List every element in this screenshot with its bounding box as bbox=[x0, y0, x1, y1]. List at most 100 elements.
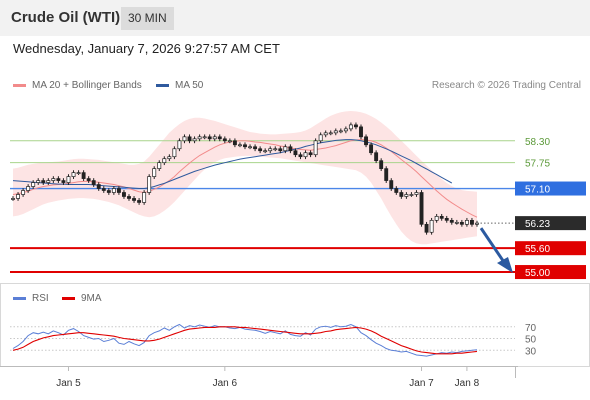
projection-arrowhead bbox=[497, 257, 513, 273]
level-tag-3: 55.60 bbox=[515, 241, 586, 256]
candle-body bbox=[157, 162, 162, 169]
ma20-swatch bbox=[13, 84, 26, 87]
rsi-line bbox=[12, 323, 478, 357]
candle-body bbox=[424, 223, 429, 233]
candle-body bbox=[258, 148, 263, 152]
candle-46 bbox=[243, 142, 247, 150]
candle-body bbox=[101, 188, 106, 191]
candle-body bbox=[278, 148, 283, 152]
candle-body bbox=[26, 186, 31, 191]
candle-3 bbox=[26, 184, 31, 193]
candle-15 bbox=[86, 176, 91, 183]
candle-18 bbox=[101, 186, 106, 193]
candle-16 bbox=[91, 178, 96, 187]
candle-body bbox=[11, 198, 15, 200]
candle-body bbox=[419, 192, 424, 225]
candle-87 bbox=[449, 217, 454, 225]
candle-body bbox=[454, 221, 459, 224]
candle-39 bbox=[207, 134, 212, 142]
candle-body bbox=[96, 184, 101, 189]
candle-74 bbox=[384, 166, 389, 183]
candle-50 bbox=[263, 148, 268, 154]
candle-89 bbox=[459, 219, 464, 227]
candle-body bbox=[303, 152, 308, 158]
candle-body bbox=[127, 196, 131, 199]
ma50-swatch bbox=[156, 84, 169, 87]
candle-body bbox=[338, 130, 343, 133]
candle-body bbox=[207, 136, 212, 140]
candle-41 bbox=[217, 134, 222, 142]
candle-49 bbox=[258, 146, 263, 154]
candle-body bbox=[217, 136, 222, 140]
candle-body bbox=[142, 192, 147, 203]
candle-body bbox=[268, 148, 273, 152]
candle-body bbox=[253, 146, 258, 150]
candle-86 bbox=[444, 215, 449, 223]
candle-17 bbox=[96, 182, 101, 191]
candle-body bbox=[167, 156, 172, 160]
candle-body bbox=[374, 152, 379, 162]
level-label: 57.10 bbox=[525, 185, 550, 196]
candle-48 bbox=[253, 144, 258, 152]
candle-body bbox=[137, 200, 142, 203]
candle-body bbox=[298, 154, 303, 158]
level-label: 55.00 bbox=[525, 268, 550, 279]
candle-91 bbox=[470, 217, 474, 227]
candle-body bbox=[293, 150, 298, 156]
candle-body bbox=[384, 168, 389, 181]
candle-22 bbox=[122, 190, 126, 199]
candle-body bbox=[46, 180, 51, 183]
rsi-tick-label-1: 50 bbox=[525, 335, 537, 346]
candle-90 bbox=[464, 217, 469, 227]
candle-body bbox=[459, 221, 464, 225]
level-tag-1: 57.75 bbox=[525, 159, 550, 170]
legend-ma20-label: MA 20 + Bollinger Bands bbox=[32, 80, 142, 91]
level-tag-box bbox=[515, 265, 586, 280]
candle-8 bbox=[51, 176, 56, 183]
candle-body bbox=[434, 216, 439, 221]
candle-body bbox=[61, 180, 66, 183]
candle-47 bbox=[248, 144, 252, 150]
candle-80 bbox=[414, 190, 419, 197]
candle-body bbox=[288, 146, 293, 152]
candle-body bbox=[116, 188, 121, 193]
interval-badge[interactable]: 30 MIN bbox=[121, 7, 174, 30]
candle-62 bbox=[323, 130, 328, 138]
legend-rsi-label: RSI bbox=[32, 293, 49, 304]
candle-6 bbox=[41, 178, 46, 185]
candle-body bbox=[36, 180, 41, 183]
current-price-label: 56.23 bbox=[525, 219, 550, 230]
candle-26 bbox=[142, 190, 147, 205]
candle-70 bbox=[364, 134, 368, 148]
candle-body bbox=[449, 219, 454, 223]
candle-13 bbox=[76, 170, 81, 175]
candle-44 bbox=[232, 138, 237, 148]
rsi-ma9-line bbox=[12, 326, 478, 355]
candle-38 bbox=[202, 134, 207, 140]
candle-66 bbox=[343, 126, 348, 134]
candle-body bbox=[182, 136, 187, 142]
rsi-tick-label-0: 70 bbox=[525, 323, 537, 334]
candle-body bbox=[238, 144, 242, 147]
candle-body bbox=[394, 188, 399, 193]
candle-37 bbox=[197, 134, 202, 142]
candle-40 bbox=[212, 134, 217, 142]
candle-10 bbox=[61, 178, 66, 185]
x-tick-label-2: Jan 7 bbox=[409, 378, 434, 389]
candle-65 bbox=[338, 128, 343, 134]
candle-35 bbox=[187, 134, 192, 144]
candle-36 bbox=[192, 136, 197, 144]
candle-85 bbox=[439, 213, 444, 221]
candle-body bbox=[470, 219, 474, 225]
candle-body bbox=[399, 192, 404, 197]
candle-60 bbox=[313, 138, 318, 158]
candle-19 bbox=[106, 188, 111, 195]
candle-body bbox=[364, 136, 368, 146]
candle-body bbox=[66, 176, 71, 183]
candle-body bbox=[222, 138, 227, 142]
candle-45 bbox=[238, 142, 242, 148]
candle-body bbox=[354, 124, 358, 128]
candle-body bbox=[232, 140, 237, 146]
level-tag-box bbox=[515, 181, 586, 196]
